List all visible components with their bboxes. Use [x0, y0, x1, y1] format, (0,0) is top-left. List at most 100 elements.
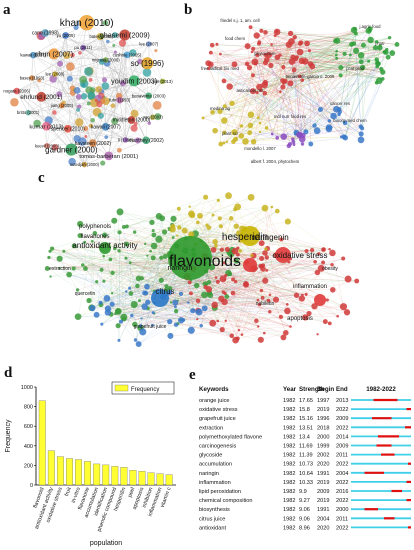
- network-edge: [235, 284, 247, 341]
- network-edge: [256, 44, 352, 93]
- network-node: [256, 83, 263, 91]
- network-edge: [224, 48, 254, 107]
- network-edge: [52, 248, 83, 266]
- network-edge: [259, 75, 341, 88]
- keyword-hub-node: [168, 236, 212, 280]
- network-edge: [181, 294, 303, 321]
- network-edge: [137, 285, 215, 306]
- network-node: [86, 297, 92, 304]
- burst-begin: 2020: [317, 525, 329, 531]
- network-edge: [107, 215, 193, 313]
- keyword-label: obesity: [322, 266, 338, 272]
- burst-year: 1982: [283, 507, 295, 513]
- network-edge: [224, 28, 356, 121]
- network-edge: [152, 258, 344, 326]
- network-node: [117, 249, 121, 253]
- network-node: [285, 303, 289, 306]
- network-edge: [299, 51, 346, 138]
- burst-strength: 10.64: [299, 471, 313, 477]
- network-edge: [257, 117, 295, 145]
- network-edge: [212, 323, 286, 333]
- network-edge: [229, 86, 329, 130]
- network-edge: [252, 68, 382, 76]
- network-node: [259, 88, 263, 93]
- network-edge: [301, 60, 380, 81]
- network-edge: [204, 256, 263, 298]
- network-node: [249, 88, 256, 95]
- network-edge: [120, 283, 246, 322]
- network-edge: [124, 35, 135, 81]
- network-node: [257, 325, 260, 328]
- network-node: [387, 35, 392, 40]
- network-node: [129, 49, 137, 57]
- network-node: [189, 291, 193, 296]
- network-edge: [276, 255, 326, 322]
- network-node: [68, 157, 76, 166]
- network-edge: [379, 57, 389, 81]
- network-node: [94, 98, 98, 103]
- network-node: [169, 301, 173, 304]
- network-node: [44, 266, 50, 271]
- keyword-label: polyphenols: [79, 224, 111, 230]
- panel-b-letter: b: [184, 2, 193, 18]
- network-edge: [206, 284, 315, 307]
- burst-begin: 2020: [317, 462, 329, 468]
- network-node: [135, 341, 142, 348]
- network-edge: [91, 241, 93, 308]
- burst-strength: 10.73: [299, 462, 313, 468]
- network-edge: [67, 22, 87, 129]
- network-edge: [88, 300, 148, 303]
- network-edge: [381, 52, 385, 70]
- network-node: [188, 210, 195, 218]
- network-edge: [206, 271, 238, 339]
- burst-year: 1982: [283, 407, 295, 413]
- author-node: [63, 124, 72, 133]
- network-edge: [223, 63, 378, 82]
- network-edge: [119, 211, 307, 252]
- network-edge: [54, 59, 106, 75]
- keyword-label: apoptosis: [287, 316, 313, 322]
- network-node: [239, 124, 244, 128]
- journal-label: phytochem: [254, 51, 275, 56]
- network-edge: [83, 47, 126, 140]
- burst-row: orange juice 1982 17.65 1997 2013: [199, 398, 411, 404]
- burst-year: 1982: [283, 489, 295, 495]
- network-node: [121, 224, 126, 229]
- network-edge: [261, 290, 348, 313]
- network-edge: [77, 233, 95, 317]
- network-edge: [61, 35, 66, 106]
- burst-keyword: oxidative stress: [199, 407, 238, 413]
- network-node: [225, 192, 232, 200]
- network-edge: [235, 136, 342, 140]
- network-edge: [92, 218, 163, 309]
- network-edge: [235, 80, 283, 140]
- network-edge: [219, 111, 261, 124]
- journal-label: mol nutr food res: [274, 114, 306, 119]
- network-node: [77, 233, 83, 239]
- burst-end: 2013: [336, 398, 348, 404]
- network-node: [201, 305, 208, 312]
- network-edge: [41, 96, 93, 144]
- network-node: [154, 113, 162, 121]
- network-node: [258, 263, 263, 269]
- network-edge: [241, 125, 303, 140]
- author-label: li (1998): [118, 137, 134, 142]
- network-node: [216, 319, 220, 323]
- burst-strength: 9.06: [299, 507, 310, 513]
- network-node: [93, 311, 100, 318]
- network-node: [219, 326, 225, 333]
- network-node: [77, 220, 84, 228]
- network-edge: [212, 86, 284, 113]
- network-edge: [83, 43, 149, 48]
- network-node: [170, 223, 176, 229]
- network-edge: [129, 288, 333, 290]
- network-node: [48, 249, 52, 253]
- network-edge: [212, 268, 256, 324]
- network-edge: [225, 293, 259, 327]
- network-node: [222, 130, 227, 135]
- network-edge: [148, 95, 153, 118]
- network-edge: [264, 208, 306, 318]
- network-edge: [101, 36, 132, 121]
- network-node: [75, 93, 82, 100]
- network-node: [278, 314, 284, 320]
